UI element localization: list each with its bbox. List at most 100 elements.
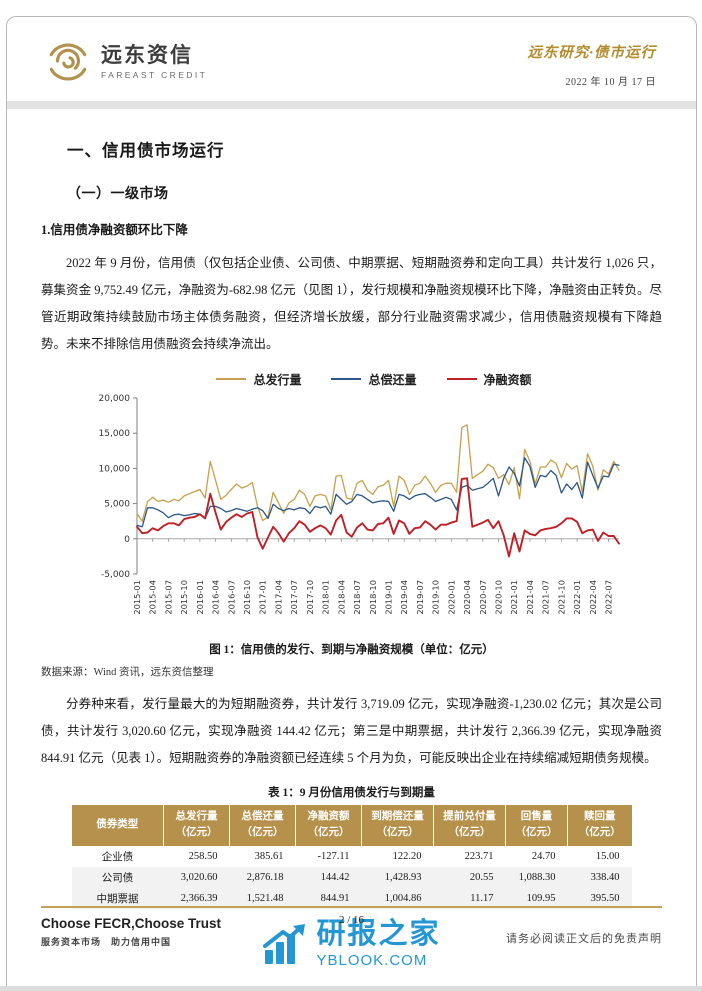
svg-text:5,000: 5,000 xyxy=(104,500,130,510)
value-cell: 1,088.30 xyxy=(518,871,556,883)
bond-type-cell: 中期票据 xyxy=(96,893,139,905)
svg-text:2021-01: 2021-01 xyxy=(509,580,519,615)
value-cell: 395.50 xyxy=(590,892,620,904)
legend-item: 总发行量 xyxy=(216,371,301,388)
value-cell: 144.42 xyxy=(320,871,350,883)
table-header-cell: 总发行量 （亿元） xyxy=(163,805,230,846)
svg-text:2016-07: 2016-07 xyxy=(226,580,236,615)
value-cell: 11.17 xyxy=(470,892,494,904)
chart-legend: 总发行量 总偿还量 净融资额 xyxy=(93,370,655,388)
svg-text:2017-10: 2017-10 xyxy=(305,580,315,615)
value-cell: 1,521.48 xyxy=(246,892,284,904)
section-heading-3: 1.信用债净融资额环比下降 xyxy=(41,223,188,237)
table-header-cell: 回售量 （亿元） xyxy=(505,805,568,846)
table-row: 中期票据 2,366.39 1,521.48 844.91 1,004.86 11.17 1… xyxy=(71,887,632,909)
report-body: 一、信用债市场运行 （一）一级市场 1.信用债净融资额环比下降 2022 年 9… xyxy=(7,137,696,909)
svg-text:2021-07: 2021-07 xyxy=(541,580,551,615)
watermark: 研报之家 YBLOOK.COM xyxy=(262,920,440,969)
svg-text:2018-04: 2018-04 xyxy=(336,580,346,615)
value-cell: 223.71 xyxy=(464,850,494,862)
value-cell: 2,876.18 xyxy=(246,871,284,883)
legend-swatch xyxy=(331,378,362,380)
value-cell: 1,428.93 xyxy=(384,871,422,883)
svg-text:2020-07: 2020-07 xyxy=(478,580,488,615)
svg-text:2017-04: 2017-04 xyxy=(273,580,283,615)
table-header-cell: 净融资额 （亿元） xyxy=(295,805,362,846)
watermark-chart-icon xyxy=(262,923,305,964)
svg-text:2022-01: 2022-01 xyxy=(572,580,582,615)
fareast-credit-logo-icon xyxy=(49,43,87,81)
svg-text:2015-01: 2015-01 xyxy=(132,580,142,615)
page-footer: Choose FECR,Choose Trust 服务资本市场 助力信用中国 请… xyxy=(41,906,662,948)
value-cell: 109.95 xyxy=(526,892,556,904)
svg-text:15,000: 15,000 xyxy=(99,429,131,439)
value-cell: 122.20 xyxy=(392,850,422,862)
value-cell: 338.40 xyxy=(590,871,620,883)
svg-text:2015-04: 2015-04 xyxy=(148,580,158,615)
table-row: 公司债 3,020.60 2,876.18 144.42 1,428.93 20.55 1,… xyxy=(71,866,632,888)
svg-text:2016-10: 2016-10 xyxy=(242,580,252,615)
watermark-name-cn: 研报之家 xyxy=(316,918,441,950)
table-header-cell: 赎回量 （亿元） xyxy=(567,805,632,846)
logo-name-en: FAREAST CREDIT xyxy=(101,69,208,80)
table-header-cell: 债券类型 xyxy=(71,805,164,846)
legend-label: 总偿还量 xyxy=(368,372,417,387)
report-date: 2022 年 10 月 17 日 xyxy=(565,77,656,88)
paragraph-1: 2022 年 9 月份，信用债（仅包括企业债、公司债、中期票据、短期融资券和定向… xyxy=(41,256,662,351)
svg-text:-5,000: -5,000 xyxy=(101,570,130,580)
legend-swatch xyxy=(446,378,477,380)
paragraph-2: 分券种来看，发行量最大的为短期融资券，共计发行 3,719.09 亿元，实现净融… xyxy=(41,697,662,765)
figure1-source: 数据来源：Wind 资讯，远东资信整理 xyxy=(41,667,214,678)
svg-text:2015-07: 2015-07 xyxy=(163,580,173,615)
bond-type-cell: 企业债 xyxy=(101,851,134,863)
svg-text:2019-07: 2019-07 xyxy=(415,580,425,615)
legend-label: 总发行量 xyxy=(253,372,302,387)
svg-text:2016-04: 2016-04 xyxy=(211,580,221,615)
svg-text:2019-10: 2019-10 xyxy=(431,580,441,615)
table1-rows: 企业债 258.50 385.61 -127.11 122.20 223.71 24.70 1… xyxy=(71,846,632,909)
watermark-site-en: YBLOOK.COM xyxy=(316,952,428,969)
svg-text:2015-10: 2015-10 xyxy=(179,580,189,615)
svg-text:2020-10: 2020-10 xyxy=(494,580,504,615)
report-page: 远东资信 FAREAST CREDIT 远东研究·债市运行 2022 年 10 … xyxy=(6,16,697,991)
footer-slogan-en: Choose FECR,Choose Trust xyxy=(41,916,222,931)
bond-type-cell: 公司债 xyxy=(101,872,134,884)
svg-text:2019-01: 2019-01 xyxy=(383,580,393,615)
svg-text:2020-01: 2020-01 xyxy=(446,580,456,615)
value-cell: 2,366.39 xyxy=(180,892,218,904)
footer-gold-rule xyxy=(41,906,662,908)
section-heading-1: 一、信用债市场运行 xyxy=(67,141,225,160)
report-series-title: 远东研究·债市运行 xyxy=(527,45,656,61)
legend-label: 净融资额 xyxy=(483,372,532,387)
footer-slogan-cn: 服务资本市场 助力信用中国 xyxy=(41,937,172,947)
svg-text:2018-01: 2018-01 xyxy=(321,580,331,615)
logo-name-cn: 远东资信 xyxy=(101,44,193,68)
svg-text:2019-04: 2019-04 xyxy=(399,580,409,615)
value-cell: 15.00 xyxy=(595,850,620,862)
header-divider-band xyxy=(7,101,696,109)
svg-text:2022-04: 2022-04 xyxy=(588,580,598,615)
value-cell: 385.61 xyxy=(254,850,284,862)
svg-text:10,000: 10,000 xyxy=(99,464,131,474)
svg-text:2020-04: 2020-04 xyxy=(462,580,472,615)
table-row: 企业债 258.50 385.61 -127.11 122.20 223.71 24.70 1… xyxy=(72,846,632,867)
table1-header: 债券类型 总发行量 （亿元） 总偿还量 （亿元） 净融资额 （亿元） 到期偿还量 （亿元） 提前兑… xyxy=(71,805,632,846)
svg-text:2021-04: 2021-04 xyxy=(525,580,535,615)
figure1-chart: 总发行量 总偿还量 净融资额 20,000 15,000 10,000 5,000 0 -5,… xyxy=(93,370,655,639)
value-cell: 844.91 xyxy=(320,892,350,904)
footer-disclaimer: 请务必阅读正文后的免责声明 xyxy=(506,933,662,945)
legend-swatch xyxy=(216,378,247,380)
svg-text:2016-01: 2016-01 xyxy=(195,580,205,615)
value-cell: 24.70 xyxy=(531,850,556,862)
svg-text:2017-07: 2017-07 xyxy=(289,580,299,615)
svg-text:2017-01: 2017-01 xyxy=(258,580,268,615)
svg-text:2018-10: 2018-10 xyxy=(368,580,378,615)
svg-text:2022-07: 2022-07 xyxy=(604,580,614,615)
value-cell: 20.55 xyxy=(469,871,494,883)
page-header: 远东资信 FAREAST CREDIT 远东研究·债市运行 2022 年 10 … xyxy=(7,17,696,101)
value-cell: 3,020.60 xyxy=(180,871,218,883)
legend-item: 总偿还量 xyxy=(331,371,417,388)
svg-text:20,000: 20,000 xyxy=(99,394,131,404)
page-bottom-strip xyxy=(0,986,702,991)
